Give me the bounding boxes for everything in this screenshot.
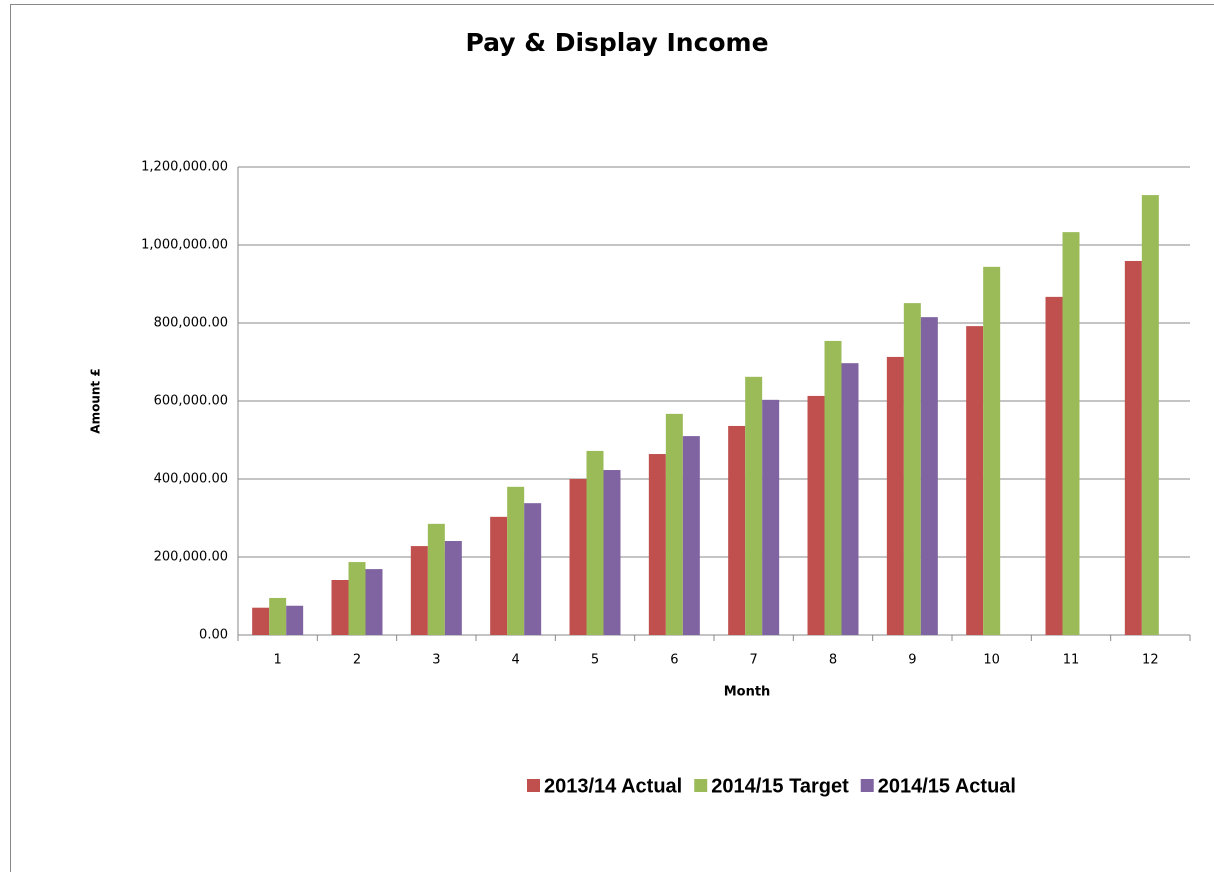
x-tick-label: 6 bbox=[670, 653, 678, 668]
bar bbox=[728, 425, 746, 635]
bar bbox=[1045, 296, 1063, 635]
bar bbox=[444, 541, 462, 635]
bar bbox=[490, 516, 508, 635]
x-tick-label: 4 bbox=[512, 653, 520, 668]
y-tick-label: 0.00 bbox=[199, 628, 228, 643]
bar bbox=[286, 605, 304, 635]
bar bbox=[1062, 232, 1080, 635]
bar bbox=[524, 503, 542, 635]
bar bbox=[903, 303, 921, 635]
bar bbox=[269, 597, 287, 635]
bar bbox=[762, 399, 780, 635]
bar bbox=[410, 546, 428, 635]
y-tick-label: 800,000.00 bbox=[154, 316, 228, 331]
bar bbox=[665, 413, 683, 635]
bar bbox=[824, 340, 842, 635]
legend-label: 2014/15 Target bbox=[711, 775, 849, 797]
bar bbox=[886, 356, 904, 635]
bar bbox=[569, 479, 587, 635]
bar bbox=[966, 326, 984, 635]
x-tick-label: 12 bbox=[1142, 653, 1159, 668]
legend-label: 2013/14 Actual bbox=[544, 775, 682, 797]
y-tick-label: 1,200,000.00 bbox=[141, 160, 228, 175]
bar bbox=[841, 363, 859, 635]
legend-label: 2014/15 Actual bbox=[878, 775, 1016, 797]
x-tick-label: 8 bbox=[829, 653, 837, 668]
bar bbox=[1141, 195, 1159, 635]
bar bbox=[1124, 260, 1142, 635]
legend-swatch bbox=[527, 779, 540, 792]
x-tick-label: 2 bbox=[353, 653, 361, 668]
bar bbox=[807, 395, 825, 635]
bar bbox=[745, 376, 763, 635]
x-tick-label: 10 bbox=[983, 653, 1000, 668]
bar bbox=[252, 607, 270, 635]
bar bbox=[586, 450, 604, 635]
y-tick-label: 1,000,000.00 bbox=[141, 238, 228, 253]
x-tick-label: 9 bbox=[908, 653, 916, 668]
x-tick-label: 11 bbox=[1063, 653, 1080, 668]
x-tick-label: 3 bbox=[432, 653, 440, 668]
chart-frame bbox=[10, 4, 1214, 872]
bar bbox=[331, 580, 349, 635]
bar bbox=[348, 562, 366, 635]
bar bbox=[983, 266, 1001, 635]
x-tick-label: 1 bbox=[274, 653, 282, 668]
x-tick-label: 7 bbox=[750, 653, 758, 668]
bar bbox=[365, 569, 383, 635]
x-tick-label: 5 bbox=[591, 653, 599, 668]
y-axis-label: Amount £ bbox=[89, 368, 103, 433]
x-axis-label: Month bbox=[724, 685, 771, 700]
y-tick-label: 200,000.00 bbox=[154, 550, 228, 565]
bar bbox=[603, 470, 621, 635]
legend-swatch bbox=[694, 779, 708, 792]
bar bbox=[648, 454, 666, 635]
legend-swatch bbox=[860, 779, 874, 792]
bar bbox=[682, 436, 700, 635]
bar bbox=[920, 317, 938, 635]
chart-title: Pay & Display Income bbox=[465, 28, 768, 57]
y-tick-label: 600,000.00 bbox=[154, 394, 228, 409]
y-tick-label: 400,000.00 bbox=[154, 472, 228, 487]
bar bbox=[427, 523, 445, 635]
bar bbox=[507, 486, 525, 635]
